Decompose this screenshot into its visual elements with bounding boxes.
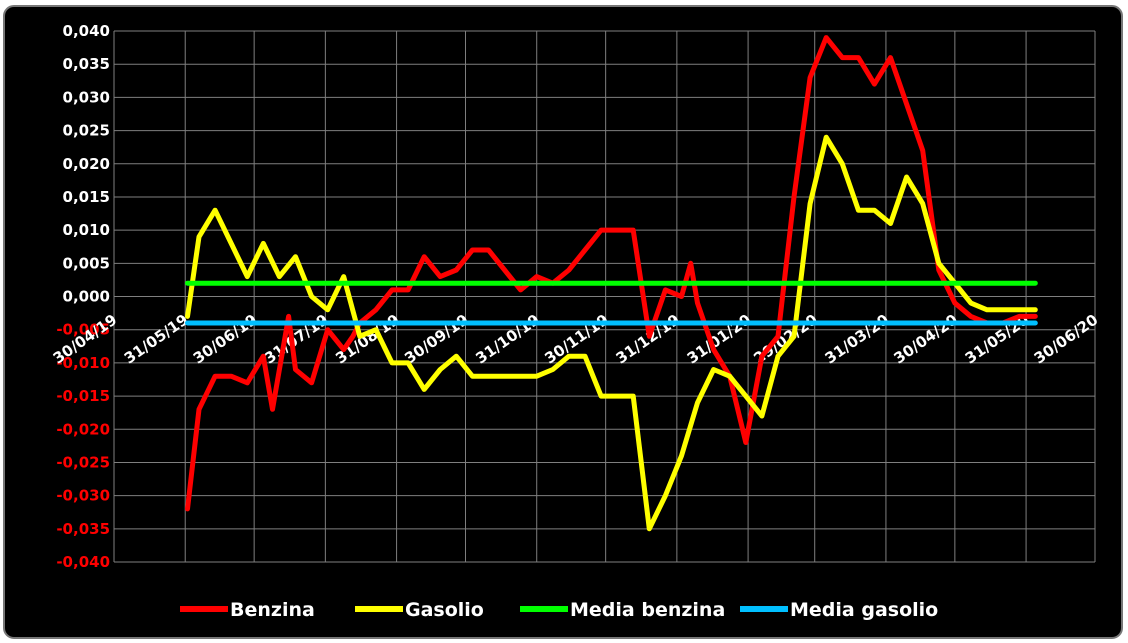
y-tick-label: 0,015 bbox=[63, 188, 110, 206]
y-tick-label: -0,025 bbox=[56, 453, 110, 471]
y-tick-label: 0,010 bbox=[63, 221, 110, 239]
y-tick-label: 0,025 bbox=[63, 122, 110, 140]
y-tick-label: -0,010 bbox=[56, 354, 110, 372]
y-tick-label: 0,005 bbox=[63, 254, 110, 272]
y-tick-label: 0,040 bbox=[63, 22, 110, 40]
legend-label: Media benzina bbox=[570, 599, 725, 621]
series-line-benzina bbox=[185, 35, 1038, 512]
y-tick-label: 0,035 bbox=[63, 55, 110, 73]
y-tick-label: -0,035 bbox=[56, 520, 110, 538]
y-tick-label: 0,020 bbox=[63, 155, 110, 173]
y-tick-label: -0,040 bbox=[56, 553, 110, 571]
legend-label: Media gasolio bbox=[790, 599, 938, 621]
y-tick-label: 0,000 bbox=[63, 288, 110, 306]
y-axis: 0,040 0,035 0,030 0,025 0,020 0,015 0,010 0,005… bbox=[56, 22, 110, 571]
series-line-gasolio bbox=[185, 134, 1038, 532]
y-tick-label: -0,005 bbox=[56, 321, 110, 339]
y-tick-label: 0,030 bbox=[63, 88, 110, 106]
series-layer bbox=[185, 35, 1038, 532]
y-tick-label: -0,030 bbox=[56, 487, 110, 505]
y-tick-label: -0,015 bbox=[56, 387, 110, 405]
grid bbox=[113, 30, 1096, 563]
legend-label: Benzina bbox=[230, 599, 315, 621]
y-tick-label: -0,020 bbox=[56, 420, 110, 438]
legend-label: Gasolio bbox=[405, 599, 484, 621]
legend: Benzina Gasolio Media benzina Media gasolio bbox=[180, 599, 938, 621]
